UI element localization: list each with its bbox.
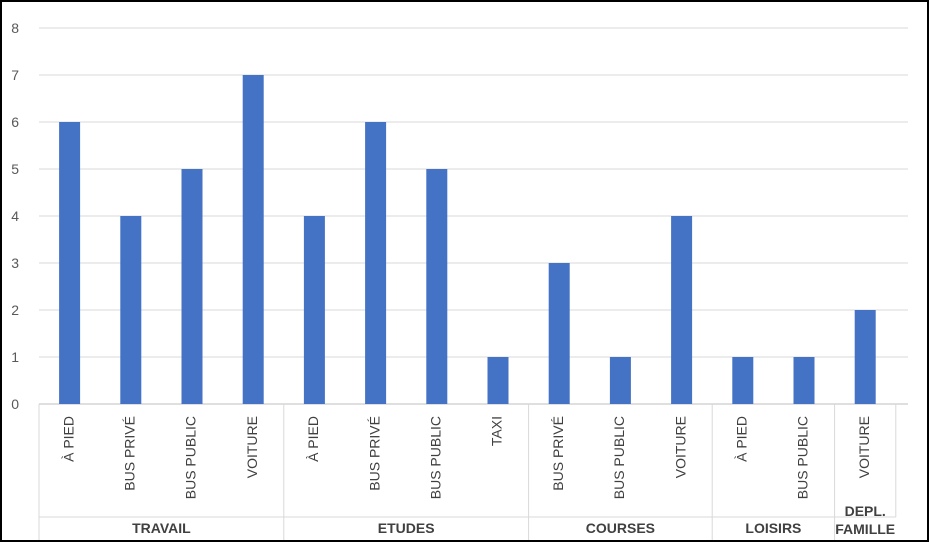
bar xyxy=(59,122,81,404)
x-tick-label: BUS PUBLIC xyxy=(428,416,444,499)
bar xyxy=(426,169,448,404)
bar xyxy=(793,357,815,404)
x-tick-label: BUS PUBLIC xyxy=(611,416,627,499)
x-tick-label: À PIED xyxy=(734,416,750,462)
y-tick-label: 3 xyxy=(11,255,19,271)
y-tick-label: 7 xyxy=(11,67,19,83)
y-tick-label: 4 xyxy=(11,208,19,224)
bar xyxy=(671,216,693,404)
y-tick-label: 2 xyxy=(11,302,19,318)
x-tick-label: À PIED xyxy=(305,416,321,462)
bar xyxy=(487,357,509,404)
x-tick-label: VOITURE xyxy=(672,416,688,478)
group-label: ETUDES xyxy=(378,520,435,536)
group-label: COURSES xyxy=(586,520,655,536)
x-tick-label: BUS PUBLIC xyxy=(183,416,199,499)
bar xyxy=(732,357,754,404)
x-tick-label: VOITURE xyxy=(244,416,260,478)
x-tick-label: VOITURE xyxy=(856,416,872,478)
group-label: LOISIRS xyxy=(745,520,801,536)
x-tick-label: À PIED xyxy=(60,416,76,462)
bar xyxy=(548,263,570,404)
bar xyxy=(242,75,264,404)
bar xyxy=(365,122,387,404)
bar xyxy=(181,169,203,404)
y-tick-label: 0 xyxy=(11,396,19,412)
x-tick-label: BUS PRIVÉ xyxy=(550,416,566,491)
bar xyxy=(854,310,876,404)
x-tick-label: TAXI xyxy=(489,416,505,446)
group-label: DEPL. xyxy=(845,503,886,519)
bar xyxy=(609,357,631,404)
bar xyxy=(120,216,142,404)
y-tick-label: 6 xyxy=(11,114,19,130)
group-label: FAMILLE xyxy=(835,521,895,537)
y-tick-label: 1 xyxy=(11,349,19,365)
bar xyxy=(303,216,325,404)
x-tick-label: BUS PUBLIC xyxy=(795,416,811,499)
y-tick-label: 8 xyxy=(11,20,19,36)
group-label: TRAVAIL xyxy=(132,520,191,536)
x-tick-label: BUS PRIVÉ xyxy=(366,416,382,491)
x-tick-label: BUS PRIVÉ xyxy=(122,416,138,491)
y-tick-label: 5 xyxy=(11,161,19,177)
